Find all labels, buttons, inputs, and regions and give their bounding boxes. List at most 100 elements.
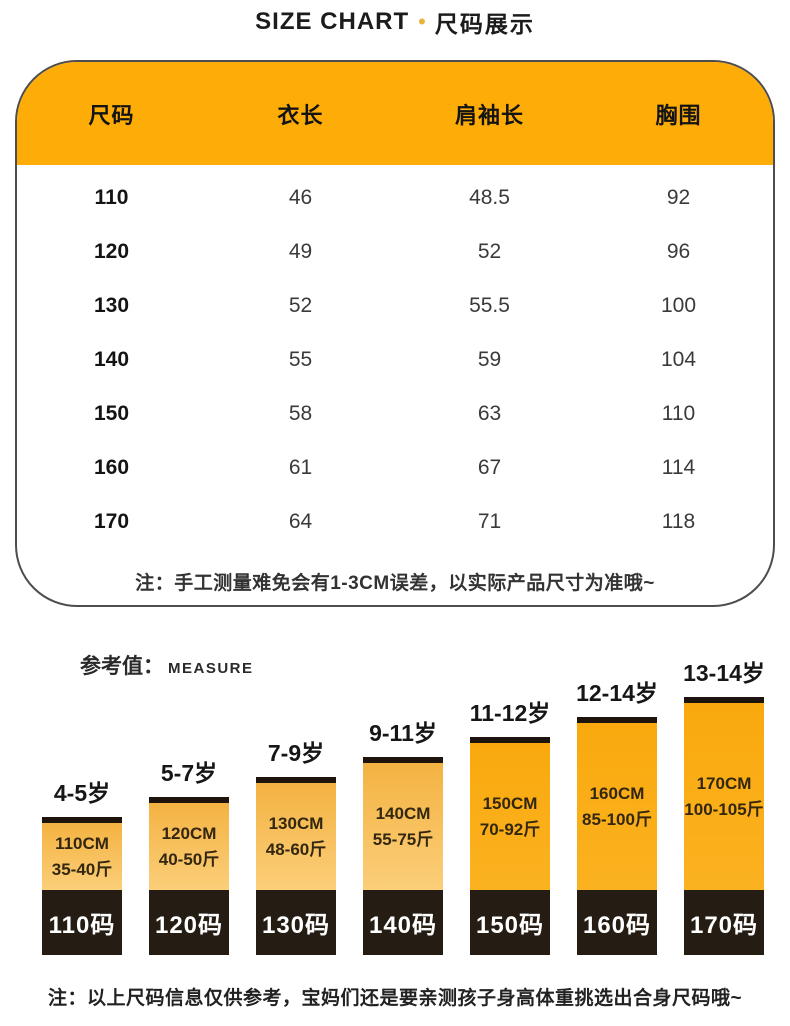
measurement-tolerance-note: 注：手工测量难免会有1-3CM误差，以实际产品尺寸为准哦~	[135, 573, 655, 594]
bar-body: 120CM 40-50斤	[149, 803, 229, 890]
bar-body: 160CM 85-100斤	[577, 723, 657, 890]
bar-size-label: 110码	[42, 890, 122, 955]
measure-section-label: 参考值： MEASURE	[80, 650, 254, 680]
length-cell: 61	[288, 456, 313, 479]
title-chinese: 尺码展示	[434, 11, 535, 37]
bar-cap	[684, 697, 764, 703]
size-cell: 110	[94, 186, 129, 209]
size-table-header: 尺码 衣长 肩袖长 胸围	[17, 62, 773, 165]
measure-label-chinese: 参考值：	[80, 655, 164, 678]
chest-cell: 118	[661, 510, 696, 533]
measure-label-english: MEASURE	[168, 660, 254, 677]
table-row: 140 55 59 104	[17, 333, 773, 387]
sleeve-cell: 48.5	[469, 186, 510, 209]
bar-weight-text: 85-100斤	[582, 809, 652, 829]
bar-cap	[256, 777, 336, 783]
header-chest: 胸围	[655, 102, 702, 128]
sleeve-cell: 67	[477, 456, 502, 479]
bar-cap	[42, 817, 122, 823]
length-cell: 64	[288, 510, 313, 533]
title-english: SIZE CHART	[255, 8, 410, 35]
bar-body: 170CM 100-105斤	[684, 703, 764, 890]
header-sleeve: 肩袖长	[454, 102, 524, 128]
bar-column: 7-9岁 130CM 48-60斤 130码	[256, 734, 336, 955]
bar-height-text: 170CM	[696, 774, 752, 793]
bar-size-label: 120码	[149, 890, 229, 955]
chest-cell: 114	[661, 456, 696, 479]
age-label: 12-14岁	[576, 680, 658, 706]
age-label: 5-7岁	[160, 760, 218, 786]
sleeve-cell: 52	[477, 240, 502, 263]
bar-body: 110CM 35-40斤	[42, 823, 122, 890]
bar-weight-text: 70-92斤	[479, 819, 541, 839]
bar-column: 13-14岁 170CM 100-105斤 170码	[683, 654, 765, 955]
bar-column: 5-7岁 120CM 40-50斤 120码	[149, 754, 229, 955]
bar-size-label: 150码	[470, 890, 550, 955]
bar-column: 9-11岁 140CM 55-75斤 140码	[363, 714, 443, 955]
chest-cell: 104	[660, 348, 697, 371]
bar-height-text: 160CM	[589, 784, 645, 803]
size-table-card: 尺码 衣长 肩袖长 胸围 110 46 48.5 92 120 49 52 96…	[15, 60, 775, 607]
bar-height-text: 130CM	[268, 814, 324, 833]
age-label: 11-12岁	[469, 700, 551, 726]
bar: 140CM 55-75斤 140码	[363, 757, 443, 955]
sleeve-cell: 71	[477, 510, 502, 533]
table-row: 160 61 67 114	[17, 441, 773, 495]
size-cell: 150	[93, 402, 130, 425]
age-label: 7-9岁	[267, 740, 325, 766]
size-cell: 120	[93, 240, 130, 263]
bar: 120CM 40-50斤 120码	[149, 797, 229, 955]
bar-cap	[577, 717, 657, 723]
bar-cap	[470, 737, 550, 743]
length-cell: 58	[288, 402, 313, 425]
length-cell: 49	[288, 240, 313, 263]
bar-cap	[149, 797, 229, 803]
bar-weight-text: 48-60斤	[265, 839, 327, 859]
bar-body: 130CM 48-60斤	[256, 783, 336, 890]
chest-cell: 110	[661, 402, 696, 425]
table-row: 120 49 52 96	[17, 225, 773, 279]
sleeve-cell: 59	[477, 348, 502, 371]
bar-weight-text: 100-105斤	[684, 799, 764, 819]
age-label: 4-5岁	[53, 780, 111, 806]
age-label: 9-11岁	[369, 720, 437, 746]
length-cell: 52	[288, 294, 313, 317]
bar: 150CM 70-92斤 150码	[470, 737, 550, 955]
bar: 130CM 48-60斤 130码	[256, 777, 336, 955]
size-cell: 170	[93, 510, 130, 533]
bar-weight-text: 55-75斤	[372, 829, 434, 849]
header-size: 尺码	[88, 102, 135, 128]
table-row: 110 46 48.5 92	[17, 171, 773, 225]
size-reference-bar-chart: 4-5岁 110CM 35-40斤 110码 5-7岁 120CM 40-50斤…	[0, 655, 790, 955]
bar-cap	[363, 757, 443, 763]
bar: 160CM 85-100斤 160码	[577, 717, 657, 955]
bar-size-label: 130码	[256, 890, 336, 955]
bar-size-label: 140码	[363, 890, 443, 955]
bar-height-text: 120CM	[161, 824, 217, 843]
chest-cell: 92	[666, 186, 691, 209]
title-dot-icon: •	[418, 9, 426, 34]
age-label: 13-14岁	[683, 660, 765, 686]
table-row: 130 52 55.5 100	[17, 279, 773, 333]
bar-height-text: 110CM	[55, 834, 109, 853]
bar-column: 4-5岁 110CM 35-40斤 110码	[42, 774, 122, 955]
bar-column: 11-12岁 150CM 70-92斤 150码	[470, 694, 550, 955]
size-cell: 140	[93, 348, 130, 371]
length-cell: 46	[288, 186, 313, 209]
bar-body: 140CM 55-75斤	[363, 763, 443, 890]
bar-weight-text: 35-40斤	[51, 859, 113, 879]
sleeve-cell: 55.5	[469, 294, 510, 317]
length-cell: 55	[288, 348, 313, 371]
size-cell: 130	[93, 294, 130, 317]
bar: 110CM 35-40斤 110码	[42, 817, 122, 955]
bar-weight-text: 40-50斤	[158, 849, 220, 869]
page-title: SIZE CHART • 尺码展示	[0, 5, 790, 39]
bar-size-label: 160码	[577, 890, 657, 955]
footer-disclaimer-note: 注：以上尺码信息仅供参考，宝妈们还是要亲测孩子身高体重挑选出合身尺码哦~	[47, 988, 743, 1009]
bar: 170CM 100-105斤 170码	[684, 697, 764, 955]
chest-cell: 96	[666, 240, 691, 263]
bar-height-text: 150CM	[482, 794, 538, 813]
table-row: 170 64 71 118	[17, 495, 773, 549]
bar-column: 12-14岁 160CM 85-100斤 160码	[576, 674, 658, 955]
